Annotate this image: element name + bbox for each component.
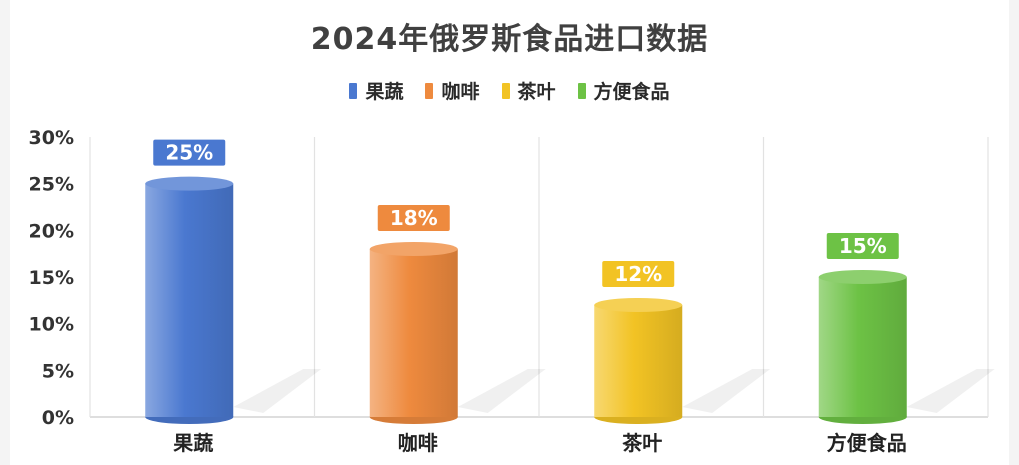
data-label: 18% (390, 206, 438, 230)
bar-top (145, 176, 234, 191)
y-tick-label: 25% (29, 174, 74, 196)
data-label: 15% (839, 234, 887, 258)
legend-label-3: 茶叶 (517, 81, 556, 103)
legend-label-1: 果蔬 (365, 81, 404, 103)
legend-item-4: 方便食品 (577, 77, 670, 104)
bar-shadow (906, 369, 995, 413)
y-tick-label: 15% (29, 267, 74, 289)
bar-top (818, 270, 907, 284)
y-axis-ticks: 0% 5% 10% 15% 20% 25% 30% (29, 127, 74, 429)
chart-legend: 果蔬 咖啡 茶叶 方便食品 (0, 77, 1019, 104)
x-tick-label: 茶叶 (622, 431, 662, 455)
legend-item-2: 咖啡 (425, 77, 480, 104)
data-label: 12% (614, 262, 662, 286)
bar-shadow (682, 369, 771, 413)
bar (594, 305, 683, 417)
legend-item-3: 茶叶 (501, 77, 556, 104)
bar (145, 183, 234, 417)
bar (818, 277, 907, 417)
y-tick-label: 10% (29, 314, 74, 336)
bar-shadow (233, 369, 322, 413)
y-tick-label: 0% (42, 407, 74, 429)
x-tick-label: 方便食品 (827, 431, 907, 455)
data-label-box (377, 205, 450, 231)
bar-top (594, 298, 683, 312)
data-label-box (826, 233, 899, 259)
y-tick-label: 5% (42, 360, 74, 382)
data-label-box (153, 139, 226, 166)
legend-swatch-1 (349, 82, 358, 99)
y-tick-label: 20% (29, 220, 74, 242)
x-tick-label: 果蔬 (173, 431, 213, 455)
legend-swatch-2 (425, 82, 434, 99)
x-axis-ticks: 果蔬 咖啡 茶叶 方便食品 (173, 431, 907, 455)
chart-title: 2024年俄罗斯食品进口数据 (310, 22, 709, 57)
legend-label-2: 咖啡 (441, 81, 480, 103)
data-label-layer: 25% 18% 12% 15% (153, 139, 899, 287)
y-tick-label: 30% (29, 127, 74, 149)
bar-top (369, 242, 458, 256)
bar-layer (145, 176, 995, 424)
legend-label-4: 方便食品 (593, 81, 670, 103)
bar (369, 249, 458, 417)
data-label: 25% (165, 141, 213, 165)
legend-swatch-4 (577, 82, 586, 99)
bar-shadow (457, 369, 546, 413)
x-tick-label: 咖啡 (398, 431, 438, 455)
data-label-box (602, 261, 675, 287)
legend-item-1: 果蔬 (349, 77, 403, 104)
legend-swatch-3 (501, 82, 510, 99)
